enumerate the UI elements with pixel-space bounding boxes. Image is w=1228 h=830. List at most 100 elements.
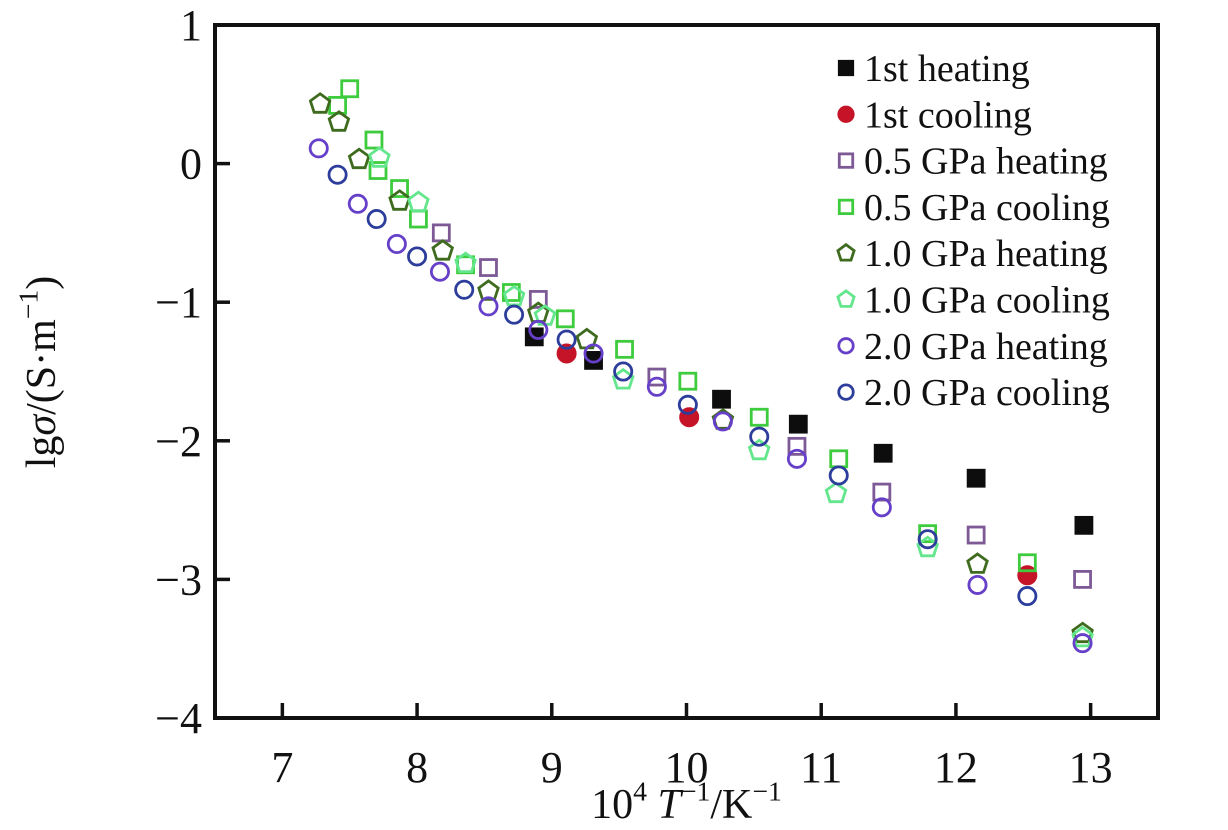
data-point [478, 296, 499, 317]
x-axis-title: 104 T−1/K−1 [591, 775, 782, 828]
legend-marker-1st-cooling [837, 105, 855, 123]
x-tick-label: 13 [1069, 743, 1113, 792]
data-point [388, 189, 411, 211]
data-point [677, 394, 698, 415]
series-2-0-gpa-cooling [327, 164, 1038, 607]
data-point [646, 376, 667, 397]
legend-item: 1st heating [837, 48, 1030, 90]
legend-item: 2.0 GPa cooling [837, 372, 1110, 414]
legend-label: 2.0 GPa cooling [864, 372, 1110, 414]
data-point [871, 497, 892, 518]
data-point [555, 309, 575, 329]
data-point [477, 279, 500, 301]
y-tick-label: −2 [155, 417, 202, 466]
data-point [1017, 553, 1037, 573]
y-tick-label: 0 [180, 140, 202, 189]
data-point [556, 343, 577, 364]
legend-item: 0.5 GPa cooling [837, 187, 1110, 229]
data-point [454, 279, 475, 300]
data-point [613, 361, 634, 382]
data-point [966, 525, 986, 545]
data-point [347, 193, 368, 214]
data-point [340, 79, 360, 99]
data-point [712, 389, 731, 409]
data-point [479, 258, 498, 277]
x-tick-label: 10 [665, 743, 709, 792]
data-point [364, 130, 384, 150]
data-point [786, 448, 807, 469]
legend-label: 0.5 GPa heating [864, 141, 1108, 183]
data-point [454, 251, 477, 274]
legend-item: 1.0 GPa cooling [836, 280, 1110, 322]
data-point [824, 481, 848, 504]
legend-marker-1-0-gpa-cooling [836, 289, 856, 308]
data-point [828, 465, 849, 486]
data-point [327, 110, 351, 132]
data-point [1017, 586, 1038, 607]
data-point [873, 443, 893, 463]
legend-label: 1.0 GPa heating [864, 233, 1108, 275]
data-point [328, 95, 347, 115]
data-point [347, 147, 371, 170]
data-point [327, 164, 348, 185]
data-point [966, 468, 986, 488]
data-point [409, 209, 428, 229]
legend-marker-0-5-gpa-heating [837, 152, 855, 169]
data-point [749, 407, 769, 427]
legend-marker-0-5-gpa-cooling [837, 198, 855, 216]
data-point [368, 161, 388, 180]
legend-marker-2-0-gpa-heating [837, 337, 855, 355]
data-point [368, 146, 391, 168]
data-point [1073, 570, 1092, 589]
legend-marker-2-0-gpa-cooling [837, 383, 855, 401]
x-tick-label: 7 [271, 743, 293, 792]
legend-item: 1st cooling [837, 94, 1032, 136]
data-point [967, 574, 988, 595]
data-point [386, 233, 407, 254]
data-point [1017, 565, 1038, 586]
legend-item: 1.0 GPa heating [836, 233, 1108, 275]
data-point [712, 411, 733, 432]
data-point [829, 449, 849, 469]
data-point [501, 283, 521, 302]
series-1-0-gpa-heating [308, 92, 1094, 644]
data-point [429, 261, 450, 282]
x-tick-label: 9 [541, 743, 563, 792]
series-2-0-gpa-heating [308, 138, 1093, 654]
data-point [749, 426, 770, 447]
series-0-5-gpa-heating [431, 223, 1092, 589]
data-point [1071, 621, 1094, 644]
data-point [308, 92, 332, 114]
data-point [1072, 633, 1093, 654]
x-tick-label: 8 [406, 743, 428, 792]
data-point [747, 438, 771, 461]
legend-label: 1st cooling [864, 94, 1032, 136]
data-point [647, 367, 667, 387]
data-point [431, 238, 455, 261]
legend-label: 1st heating [864, 48, 1030, 90]
y-tick-label: −3 [155, 555, 202, 604]
data-point [615, 339, 634, 359]
x-tick-label: 11 [800, 743, 842, 792]
data-point [528, 290, 548, 309]
y-axis-title: lgσ/(S·m−1) [12, 276, 65, 469]
legend-marker-1-0-gpa-heating [836, 242, 856, 262]
legend-marker-1st-heating [837, 59, 855, 77]
data-point [1071, 625, 1094, 648]
legend-label: 1.0 GPa cooling [864, 280, 1110, 322]
data-point [308, 138, 329, 159]
data-point [556, 329, 577, 350]
data-point [583, 343, 604, 364]
legend-label: 0.5 GPa cooling [864, 187, 1110, 229]
data-point [966, 552, 989, 574]
data-point [431, 223, 451, 243]
data-point [504, 304, 525, 325]
data-point [678, 371, 698, 391]
legend-item: 2.0 GPa heating [837, 326, 1108, 368]
legend-item: 0.5 GPa heating [837, 141, 1108, 183]
data-point [407, 246, 428, 267]
data-point [787, 436, 807, 456]
